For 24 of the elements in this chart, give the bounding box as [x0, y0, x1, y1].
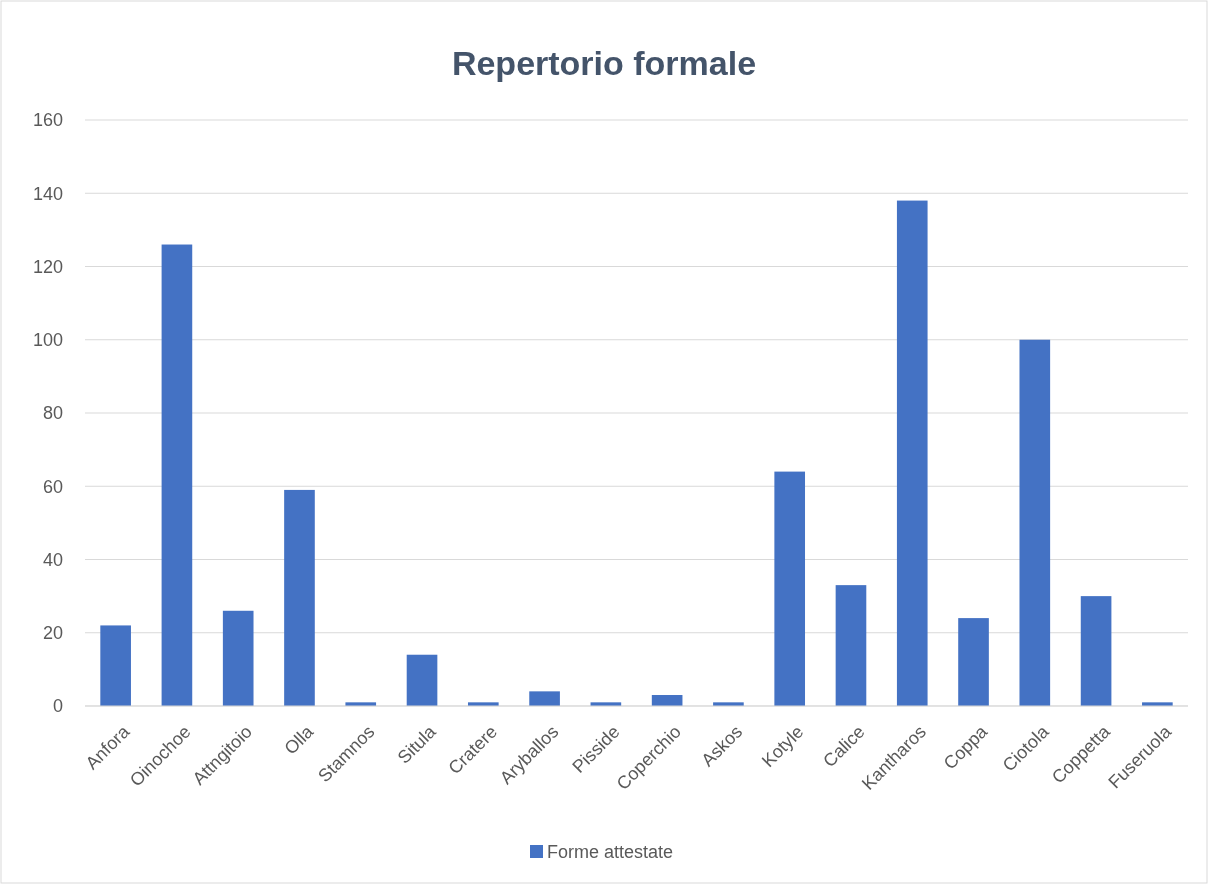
bar [1019, 339, 1051, 706]
chart-title: Repertorio formale [451, 44, 757, 82]
bar [1080, 596, 1112, 706]
y-tick-label: 140 [32, 183, 63, 204]
y-tick-label: 20 [42, 623, 63, 644]
x-tick-label: Olla [280, 720, 318, 759]
bar [835, 585, 867, 706]
bar [222, 610, 254, 706]
y-tick-label: 160 [32, 110, 63, 131]
bar [896, 200, 928, 706]
y-tick-label: 0 [52, 696, 63, 717]
y-tick-label: 120 [32, 256, 63, 277]
y-tick-label: 80 [42, 403, 63, 424]
bar [529, 691, 560, 706]
bar [284, 489, 315, 706]
y-tick-label: 60 [42, 476, 63, 497]
bar [774, 471, 806, 706]
bar [100, 625, 131, 706]
y-tick-label: 40 [42, 549, 63, 570]
bar [406, 654, 438, 706]
legend-label: Forme attestate [547, 842, 674, 863]
bar [161, 244, 193, 706]
y-tick-label: 100 [32, 330, 63, 351]
bar [958, 618, 989, 706]
